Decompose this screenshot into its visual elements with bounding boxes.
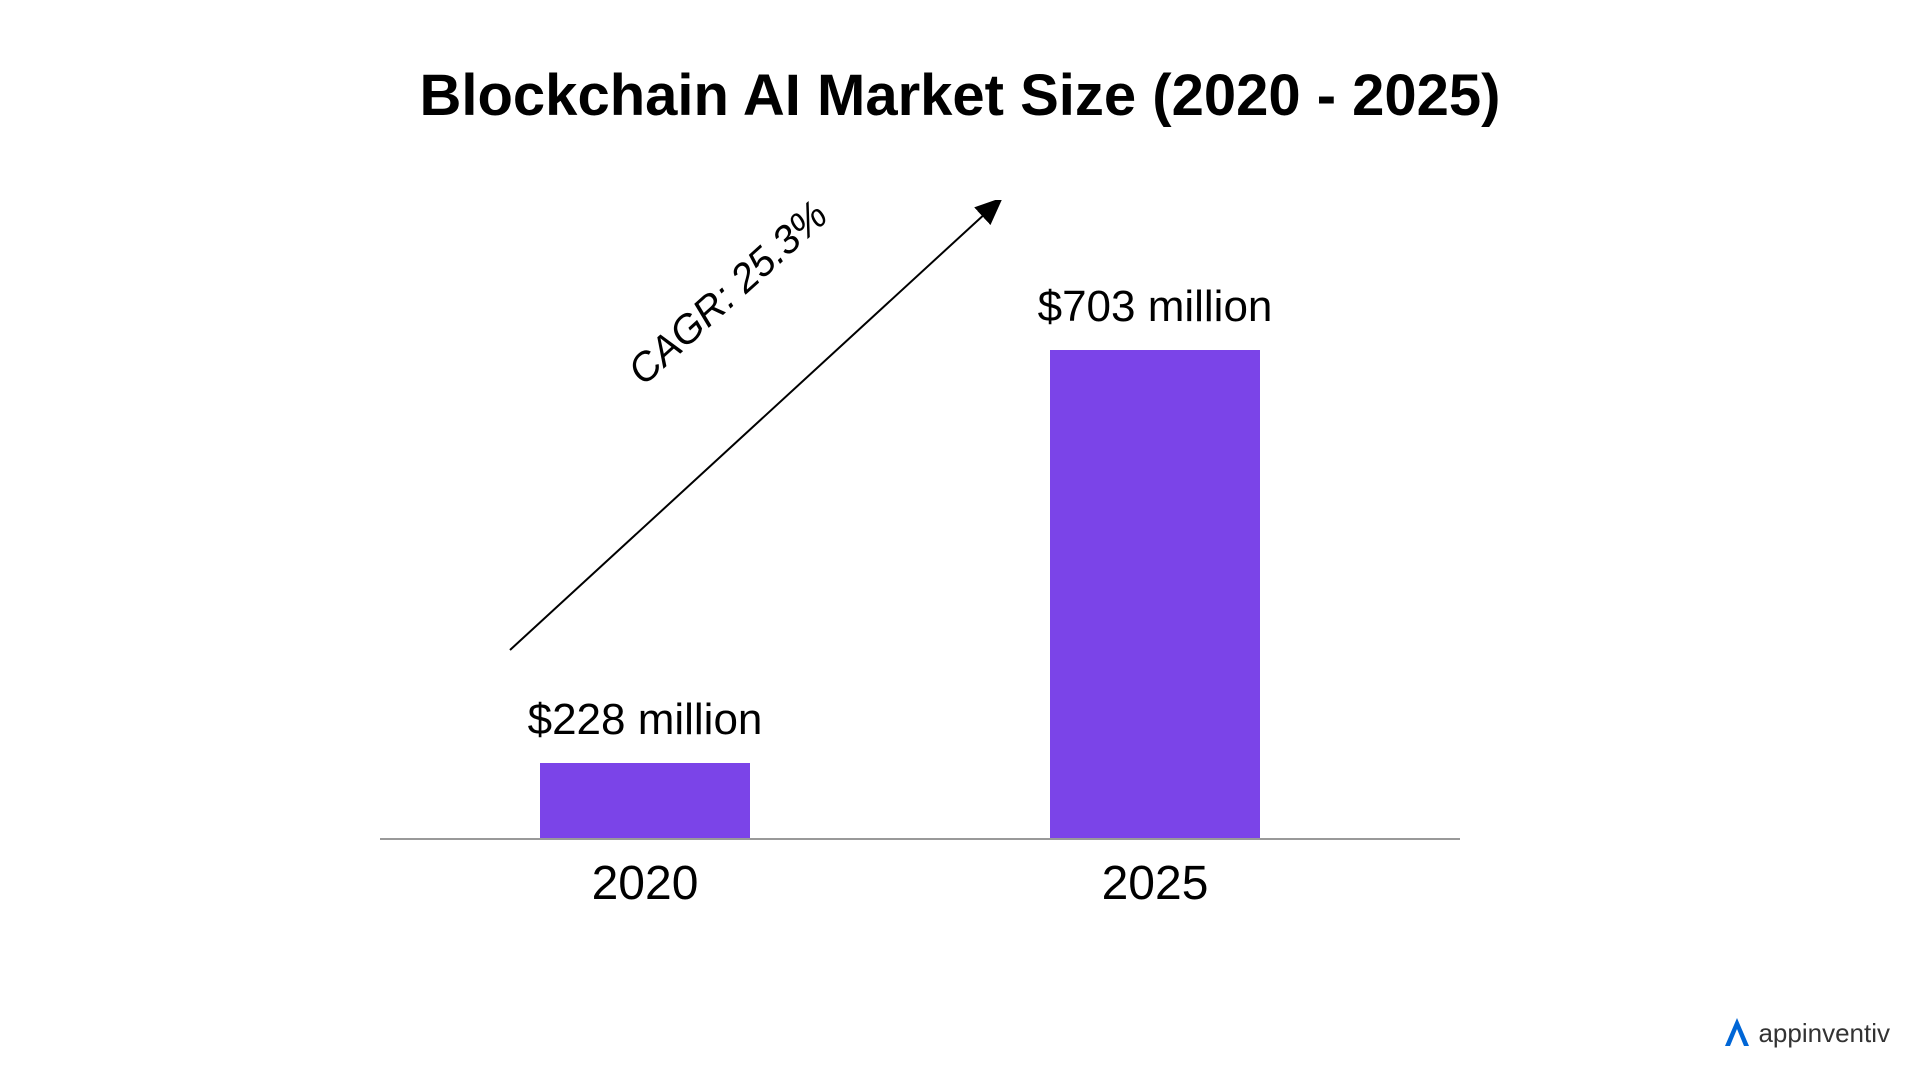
value-label-2025: $703 million bbox=[975, 282, 1335, 332]
chart-baseline bbox=[380, 838, 1460, 840]
brand-logo: appinventiv bbox=[1722, 1016, 1890, 1050]
brand-name: appinventiv bbox=[1758, 1018, 1890, 1049]
bar-2025 bbox=[1050, 350, 1260, 838]
chart-title: Blockchain AI Market Size (2020 - 2025) bbox=[0, 62, 1920, 129]
chart-area: CAGR: 25.3% $228 million $703 million 20… bbox=[380, 200, 1460, 840]
cagr-label: CAGR: 25.3% bbox=[620, 193, 837, 395]
bar-2020 bbox=[540, 763, 750, 838]
value-label-2020: $228 million bbox=[465, 695, 825, 745]
category-label-2020: 2020 bbox=[495, 856, 795, 911]
appinventiv-icon bbox=[1722, 1016, 1752, 1050]
category-label-2025: 2025 bbox=[1005, 856, 1305, 911]
